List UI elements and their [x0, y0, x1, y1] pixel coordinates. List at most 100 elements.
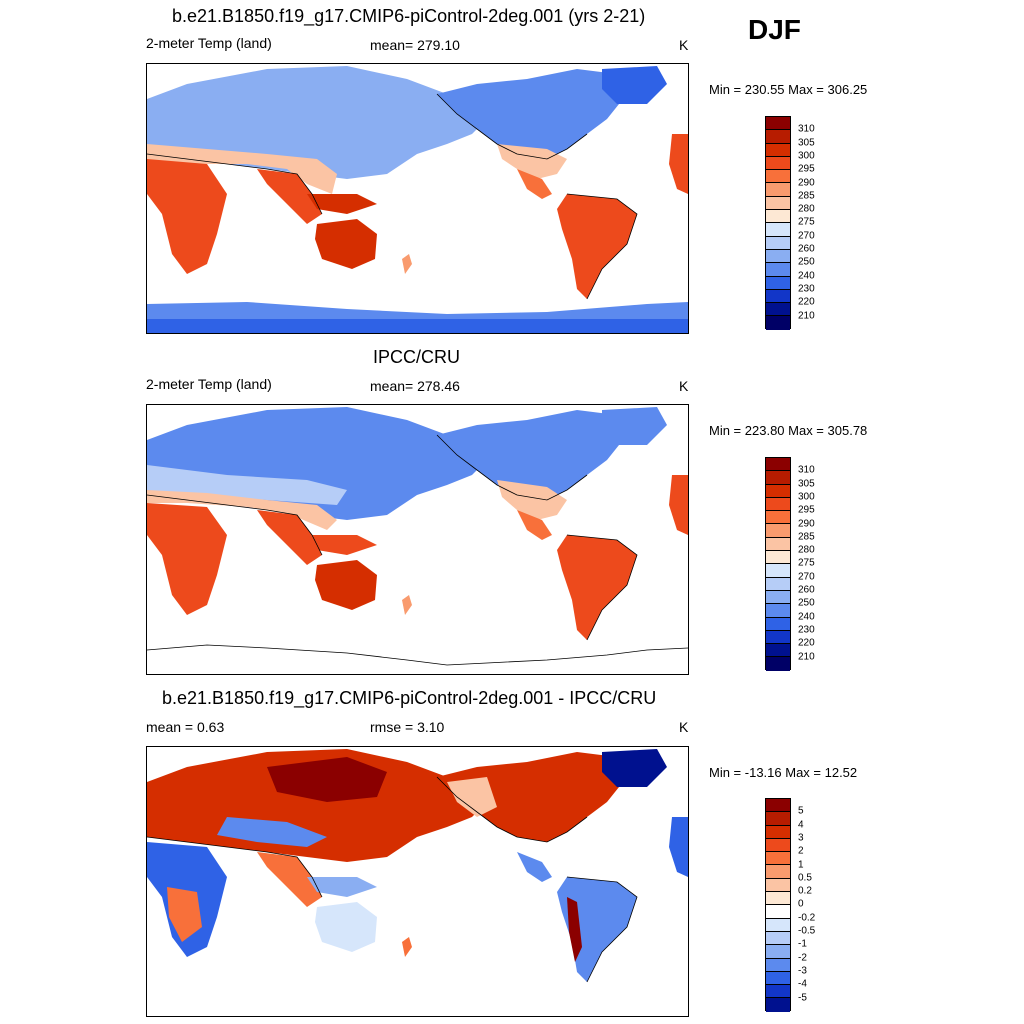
panel3-coastline [147, 776, 638, 983]
panel1-cbar-label: 220 [798, 296, 815, 308]
panel3-land-africa-patch [167, 887, 202, 942]
panel1-land-india-sea [257, 169, 322, 224]
panel2-land-central-america [517, 510, 552, 540]
panel2-land-india-sea [257, 510, 322, 565]
panel3-mean-label: mean = 0.63 [146, 719, 225, 735]
panel2-units-label: K [679, 378, 689, 394]
panel2-cbar-label: 270 [798, 571, 815, 583]
panel2-map-graphic [147, 407, 688, 666]
panel2-land-nz [402, 595, 412, 615]
panel1-land-eurasia-south [147, 144, 337, 194]
panel2-cbar-label: 310 [798, 464, 815, 476]
panel3-cbar-label: -1 [798, 938, 807, 950]
panel3-cbar-label: -3 [798, 965, 807, 977]
panel1-cbar-label: 275 [798, 216, 815, 228]
panel2-colorbar [765, 457, 791, 671]
panel2-land-eurasia-south [147, 490, 337, 530]
panel1-land-central-america [517, 169, 552, 199]
panel3-land-central-america [517, 852, 552, 882]
panel2-cbar-label: 260 [798, 584, 815, 596]
panel2-map [146, 404, 689, 675]
panel2-coastline-antarctica [147, 644, 688, 666]
panel1-land-antarctica-inner [147, 319, 688, 333]
panel1-cbar-label: 270 [798, 230, 815, 242]
panel3-cbar-label: 4 [798, 819, 804, 831]
panel2-cbar-label: 210 [798, 651, 815, 662]
panel3-cbar-label: 5 [798, 805, 804, 817]
panel2-cbar-label: 240 [798, 611, 815, 623]
panel1-cbar-label: 310 [798, 123, 815, 135]
panel1-cbar-label: 250 [798, 256, 815, 268]
panel3-land-australia [315, 902, 377, 952]
panel3-land-north-america [437, 752, 627, 842]
panel3-cbar-label: 1 [798, 859, 804, 870]
panel3-land-right-edge [669, 817, 688, 877]
panel1-land-australia [315, 219, 377, 269]
panel2-cbar-label: 290 [798, 518, 815, 529]
panel2-cbar-label: 250 [798, 597, 815, 609]
panel2-mean-label: mean= 278.46 [370, 378, 460, 394]
panel2-cbar-label: 305 [798, 478, 815, 490]
panel1-units-label: K [679, 37, 689, 53]
panel3-land-india-sea [257, 852, 322, 907]
panel2-land-indonesia [307, 535, 377, 555]
panel1-colorbar [765, 116, 791, 330]
panel2-land-na-south [497, 480, 567, 520]
panel3-land-indonesia [307, 877, 377, 897]
panel3-rmse-label: rmse = 3.10 [370, 719, 445, 735]
panel1-cbar-label: 280 [798, 203, 815, 215]
panel2-cbar-label: 295 [798, 504, 815, 516]
season-label: DJF [748, 14, 801, 45]
panel3-cbar-label: 0.2 [798, 885, 812, 897]
panel3-land-na-west [447, 777, 497, 817]
panel1-land-africa [147, 159, 227, 274]
panel3-land-siberia-hot [267, 757, 387, 802]
panel3-cbar-label: 2 [798, 845, 804, 857]
panel2-coastline [147, 434, 638, 641]
panel1-land-right-edge [669, 134, 688, 194]
panel3-cbar-label: -2 [798, 952, 807, 964]
panel1-cbar-label: 285 [798, 190, 815, 202]
panel2-cbar-label: 275 [798, 557, 815, 569]
panel1-land-nz [402, 254, 412, 274]
panel3-cbar-label: -0.2 [798, 912, 816, 924]
panel3-cbar-label: 0 [798, 898, 804, 910]
panel1-land-north-america [437, 69, 627, 159]
panel3-cbar-label: -4 [798, 978, 807, 990]
panel1-cbar-label: 300 [798, 150, 815, 162]
panel1-variable-label: 2-meter Temp (land) [146, 35, 272, 51]
panel2-cbar-label: 300 [798, 491, 815, 503]
panel3-colorbar [765, 798, 791, 1012]
panel2-variable-label: 2-meter Temp (land) [146, 376, 272, 392]
panel1-map-graphic [147, 66, 688, 333]
panel3-cbar-label: -5 [798, 992, 807, 1003]
panel3-map-graphic [147, 749, 688, 983]
panel1-land-indonesia [307, 194, 377, 214]
panel1-minmax: Min = 230.55 Max = 306.25 [709, 82, 868, 97]
panel3-cbar-label: -0.5 [798, 925, 816, 937]
panel3-land-andes [567, 897, 582, 962]
panel1-land-eurasia [147, 66, 487, 179]
panel3-title: b.e21.B1850.f19_g17.CMIP6-piControl-2deg… [162, 688, 657, 708]
panel1-cbar-label: 305 [798, 137, 815, 149]
panel2-cbar-label: 280 [798, 544, 815, 556]
panel1-land-south-america [557, 194, 637, 299]
panel3-units-label: K [679, 719, 689, 735]
panel2-land-right-edge [669, 475, 688, 535]
panel3-minmax: Min = -13.16 Max = 12.52 [709, 765, 858, 780]
panel2-land-north-america [437, 410, 627, 500]
panel3-land-greenland [602, 749, 667, 787]
panel1-title: b.e21.B1850.f19_g17.CMIP6-piControl-2deg… [172, 6, 646, 26]
panel1-cbar-label: 260 [798, 243, 815, 255]
panel2-land-greenland [602, 407, 667, 445]
panel3-cbar-label: 0.5 [798, 872, 812, 884]
panel2-cbar-label: 285 [798, 531, 815, 543]
panel1-cbar-label: 210 [798, 310, 815, 321]
panel2-minmax: Min = 223.80 Max = 305.78 [709, 423, 868, 438]
panel3-land-nz [402, 937, 412, 957]
panel3-cbar-label: 3 [798, 832, 804, 844]
panel2-cbar-label: 230 [798, 624, 815, 636]
panel2-land-australia [315, 560, 377, 610]
panel1-cbar-label: 230 [798, 283, 815, 295]
panel3-map [146, 746, 689, 1017]
